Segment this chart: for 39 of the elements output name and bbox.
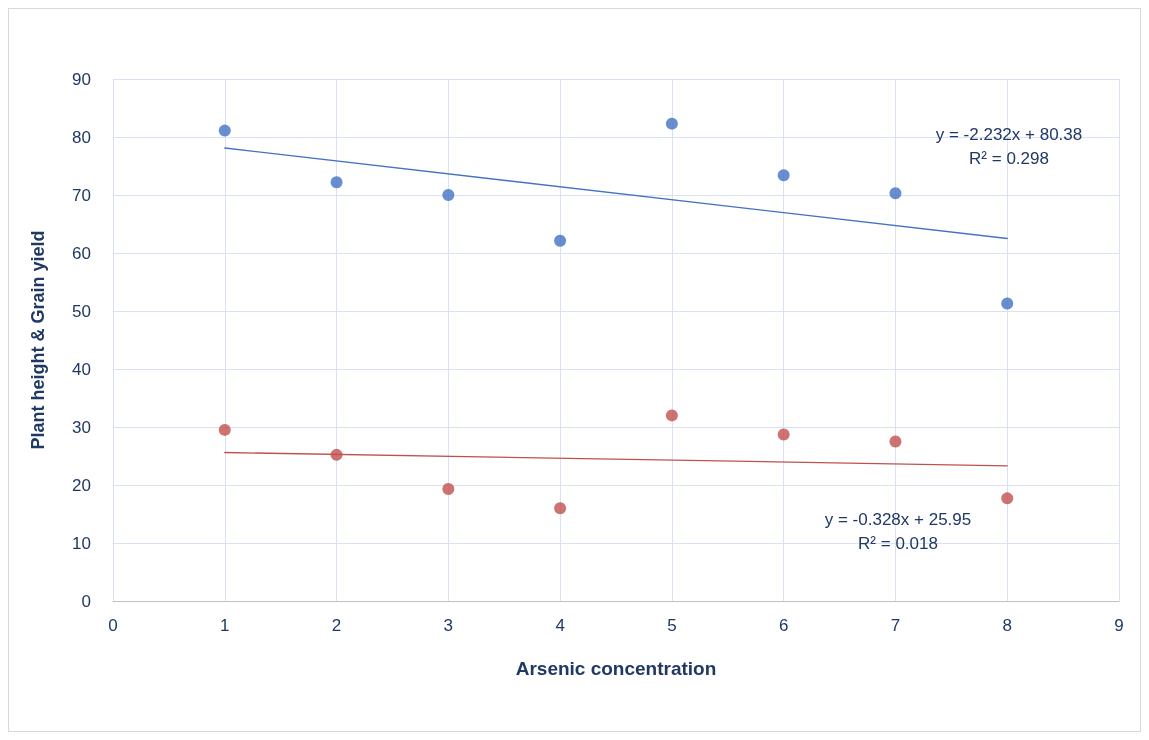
x-tick-label: 0 (108, 616, 118, 635)
point (554, 234, 567, 247)
point (1001, 297, 1014, 310)
x-tick-label: 3 (443, 616, 454, 635)
x-tick-label: 4 (555, 616, 565, 635)
point (442, 483, 455, 496)
point (218, 124, 231, 137)
point (777, 428, 790, 441)
x-tick-label: 9 (1114, 616, 1124, 635)
y-tick-label: 40 (72, 359, 91, 379)
point (330, 176, 343, 189)
x-tick-label: 8 (1002, 616, 1012, 635)
y-tick-label: 70 (72, 185, 91, 205)
y-tick-label: 90 (72, 69, 91, 89)
y-tick-label: 20 (72, 475, 91, 495)
annotation: y = -2.232x + 80.38 R² = 0.298 (935, 124, 1083, 168)
x-axis-title: Arsenic concentration (515, 658, 717, 679)
point (777, 169, 790, 182)
x-tick-label: 6 (778, 616, 789, 635)
y-tick-label: 0 (81, 591, 91, 611)
point (889, 187, 902, 200)
y-tick-label: 50 (72, 301, 91, 321)
x-tick-label: 7 (890, 616, 901, 635)
y-tick-label: 60 (72, 243, 91, 263)
point (1001, 492, 1014, 505)
point (442, 189, 455, 201)
y-axis-title: Plant height & Grain yield (28, 230, 48, 450)
x-tick-label: 1 (220, 616, 230, 635)
x-tick-label: 2 (331, 616, 342, 635)
point (889, 435, 902, 448)
y-tick-label: 30 (72, 417, 91, 437)
y-tick-label: 10 (72, 533, 91, 553)
y-tick-label: 80 (72, 127, 91, 147)
annotation: y = -0.328x + 25.95 R² = 0.018 (824, 509, 972, 553)
point (665, 117, 678, 130)
point (218, 423, 231, 436)
point (665, 409, 678, 422)
point (554, 502, 567, 515)
x-tick-label: 5 (667, 616, 677, 635)
